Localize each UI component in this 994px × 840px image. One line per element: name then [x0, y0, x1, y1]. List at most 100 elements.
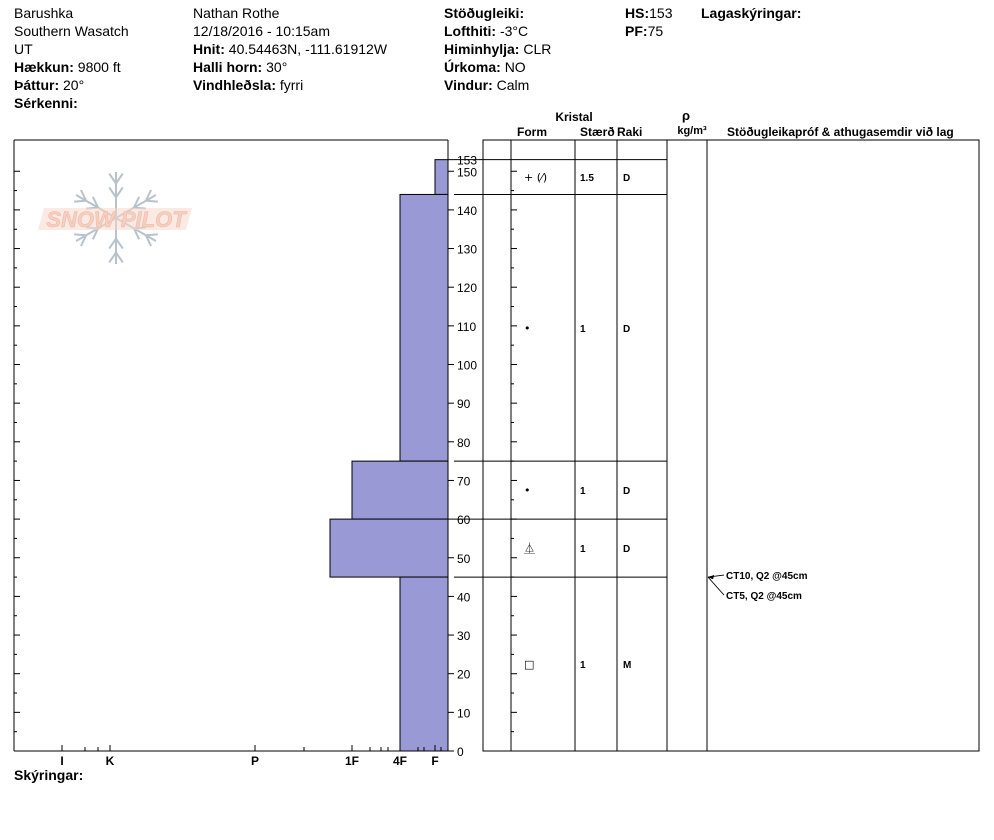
- flake-branch: [108, 173, 117, 185]
- flake-branch: [115, 251, 124, 263]
- wind-loading-row: Vindhleðsla: fyrri: [193, 76, 387, 94]
- layer-table: + (⁄) 1.5 D • 1 D • 1 D ⏅ 1 D □ 1 M CT10, Q2 @45cm CT5, …: [454, 139, 980, 752]
- flake-branch: [133, 227, 141, 240]
- y-tick-label: 100: [457, 359, 477, 373]
- wind-value: Calm: [496, 77, 530, 93]
- wind-label: Vindur:: [444, 77, 493, 93]
- moisture-label: D: [623, 324, 630, 335]
- wind-row: Vindur: Calm: [444, 76, 551, 94]
- wind-loading-value: fyrri: [279, 77, 304, 93]
- grain-size-label: 1: [580, 486, 586, 497]
- grain-form-label: •: [524, 322, 531, 335]
- y-tick-label: 30: [457, 629, 471, 643]
- flake-branch: [108, 186, 117, 198]
- hardness-tick-label: 1F: [345, 754, 359, 768]
- flake-branch: [74, 199, 87, 203]
- layer-notes-label: Lagaskýringar:: [701, 5, 802, 21]
- flake-branch: [115, 186, 124, 198]
- density-unit-header: kg/m³: [677, 125, 707, 137]
- test-arrow-icon: [708, 575, 714, 580]
- flake-branch: [108, 238, 117, 250]
- y-tick-label: 80: [457, 436, 471, 450]
- hardness-tick-label: P: [251, 754, 259, 768]
- wind-loading-label: Vindhleðsla:: [193, 77, 276, 93]
- y-tick-label: 130: [457, 243, 477, 257]
- flake-branch: [74, 233, 87, 237]
- tests-header: Stöðugleikapróf & athugasemdir við lag: [727, 125, 954, 139]
- hardness-tick-label: I: [60, 754, 63, 768]
- y-tick-label: 150: [457, 165, 477, 179]
- header-col-1: Barushka Southern Wasatch UT Hækkun: 980…: [14, 4, 129, 112]
- header-col-4: HS:153 PF:75: [625, 4, 672, 40]
- observer-name: Nathan Rothe: [193, 5, 280, 21]
- specifics-row: Sérkenni:: [14, 94, 129, 112]
- y-tick-label: 90: [457, 397, 471, 411]
- air-temp-label: Lofthiti:: [444, 23, 497, 39]
- header-col-5: Lagaskýringar:: [701, 4, 801, 22]
- hardness-tick-label: F: [431, 754, 438, 768]
- stability-label: Stöðugleiki:: [444, 5, 525, 21]
- y-tick-label: 153: [457, 154, 477, 168]
- moisture-label: M: [623, 660, 631, 671]
- moisture-header: Raki: [617, 125, 642, 139]
- pf-value: 75: [647, 23, 664, 39]
- air-temp-row: Lofthiti: -3°C: [444, 22, 551, 40]
- flake-branch: [80, 189, 88, 202]
- rho-header: ρ: [682, 108, 690, 123]
- test-label: CT5, Q2 @45cm: [726, 591, 802, 602]
- grain-size-label: 1: [580, 324, 586, 335]
- y-tick-label: 140: [457, 204, 477, 218]
- y-tick-label: 70: [457, 474, 471, 488]
- flake-branch: [133, 196, 141, 209]
- moisture-label: D: [623, 544, 630, 555]
- hs-value: 153: [649, 5, 673, 21]
- logo-text: SNOW PILOT: [46, 207, 187, 232]
- hardness-tick-label: 4F: [393, 754, 407, 768]
- flake-branch: [108, 251, 117, 263]
- notes-label: Skýringar:: [14, 767, 84, 783]
- logo-band: [38, 208, 192, 230]
- y-tick-label: 50: [457, 552, 471, 566]
- y-tick-label: 110: [457, 320, 476, 334]
- grain-size-label: 1: [580, 660, 586, 671]
- size-header: Stærð: [580, 125, 615, 139]
- coords-value: 40.54463N, -111.61912W: [228, 41, 388, 57]
- y-tick-label: 20: [457, 668, 471, 682]
- observation-datetime: 12/18/2016 - 10:15am: [193, 23, 330, 39]
- test-leader-line: [707, 576, 725, 596]
- moisture-label: D: [623, 486, 630, 497]
- y-tick-label: 0: [457, 745, 464, 759]
- snowpilot-logo: SNOW PILOT: [38, 172, 192, 264]
- site-name: Barushka: [14, 5, 74, 21]
- snowflake-icon: [38, 172, 192, 264]
- precip-value: NO: [504, 59, 526, 75]
- sky-label: Himinhylja:: [444, 41, 520, 57]
- flake-branch: [91, 196, 99, 209]
- y-tick-label: 60: [457, 513, 471, 527]
- coords-row: Hnit: 40.54463N, -111.61912W: [193, 40, 387, 58]
- elevation-value: 9800 ft: [77, 59, 121, 75]
- flake-branch: [115, 238, 124, 250]
- elevation-label: Hækkun:: [14, 59, 74, 75]
- y-tick-label: 120: [457, 281, 477, 295]
- hardness-bar: [434, 159, 449, 195]
- precip-row: Úrkoma: NO: [444, 58, 551, 76]
- hs-row: HS:153: [625, 4, 672, 22]
- pf-row: PF:75: [625, 22, 672, 40]
- coords-label: Hnit:: [193, 41, 225, 57]
- flake-branch: [145, 233, 158, 237]
- header-col-3: Stöðugleiki: Lofthiti: -3°C Himinhylja: …: [444, 4, 551, 94]
- y-tick-label: 40: [457, 590, 471, 604]
- flake-branch: [145, 199, 158, 203]
- slope-row: Halli horn: 30°: [193, 58, 387, 76]
- aspect-row: Þáttur: 20°: [14, 76, 129, 94]
- hs-label: HS:: [625, 5, 650, 21]
- flake-branch: [144, 234, 152, 247]
- aspect-value: 20°: [63, 77, 85, 93]
- flake-branch: [144, 189, 152, 202]
- pf-label: PF:: [625, 23, 648, 39]
- flake-branch: [115, 173, 124, 185]
- moisture-label: D: [623, 173, 630, 184]
- grain-form-label: •: [524, 484, 531, 497]
